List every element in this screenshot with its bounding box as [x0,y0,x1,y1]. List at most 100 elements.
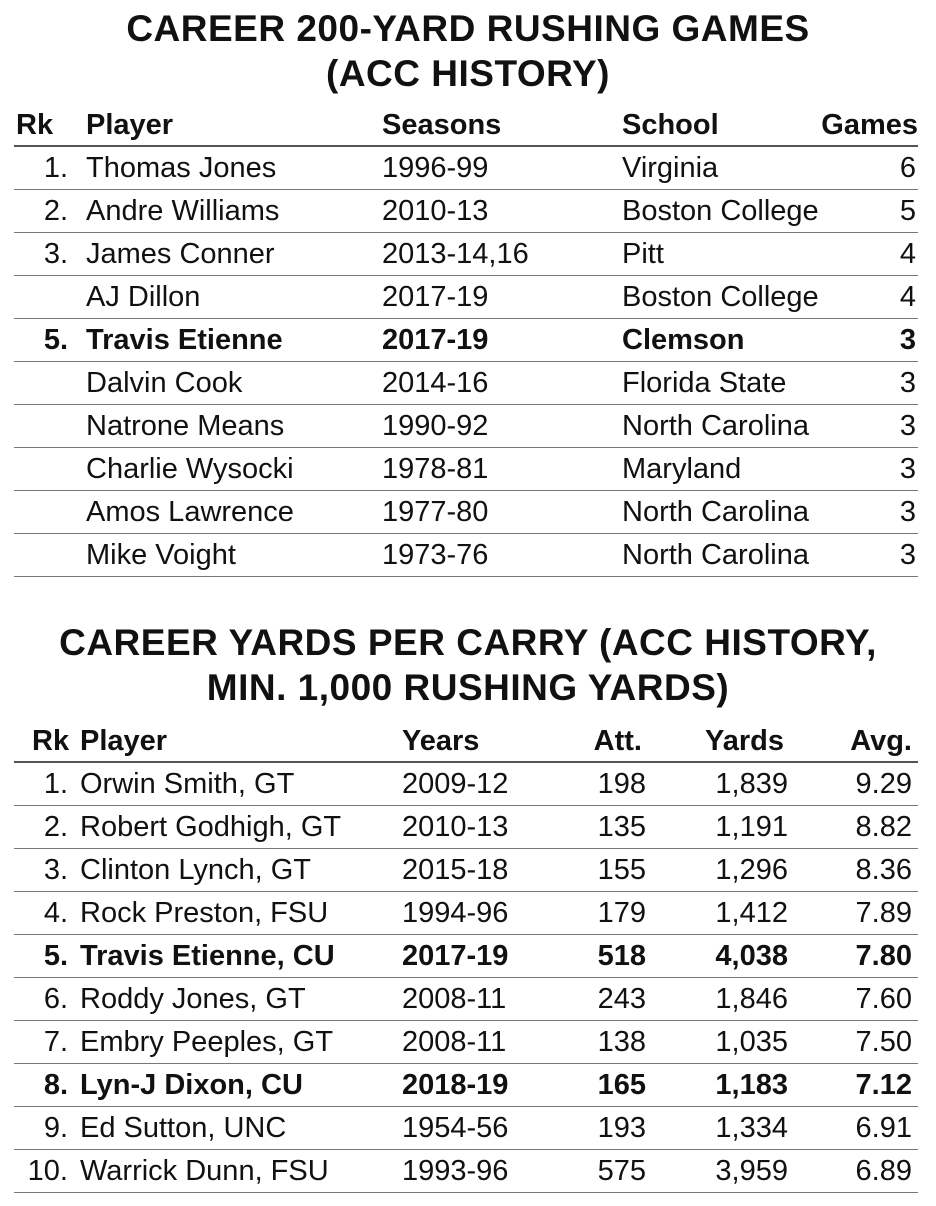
years-cell: 2018-19 [402,1069,509,1101]
school-cell: Florida State [622,367,787,399]
header-games: Games [821,109,918,141]
years-cell: 1954-56 [402,1112,509,1144]
header-seasons: Seasons [382,109,502,141]
table2-title: CAREER YARDS PER CARRY (ACC HISTORY, MIN… [0,620,936,710]
header-school: School [622,109,719,141]
header-player: Player [86,109,174,141]
player-cell: Dalvin Cook [86,367,243,399]
rank-cell: 8. [43,1069,68,1101]
table-row: 8. Lyn-J Dixon, CU 2018-19 165 1,183 7.12 [14,1064,918,1107]
rank-cell: 6. [43,983,68,1015]
att-cell: 518 [597,940,646,972]
player-cell: Embry Peeples, GT [80,1026,334,1058]
table-row: Mike Voight 1973-76 North Carolina 3 [14,534,918,577]
yards-cell: 1,191 [715,811,788,843]
header-att: Att. [593,725,642,757]
rank-cell: 2. [43,811,68,843]
games-cell: 6 [899,152,916,184]
yards-cell: 1,334 [715,1112,788,1144]
table-row: Natrone Means 1990-92 North Carolina 3 [14,405,918,448]
yards-cell: 1,183 [715,1069,788,1101]
yards-cell: 4,038 [715,940,788,972]
att-cell: 135 [597,811,646,843]
player-cell: Thomas Jones [86,152,277,184]
player-cell: Lyn-J Dixon, CU [80,1069,303,1101]
table2-title-line1: CAREER YARDS PER CARRY (ACC HISTORY, [59,622,877,663]
school-cell: North Carolina [622,410,809,442]
years-cell: 1994-96 [402,897,509,929]
yards-cell: 1,035 [715,1026,788,1058]
school-cell: Maryland [622,453,742,485]
yards-per-carry-table: Rk Player Years Att. Yards Avg. 1. Orwin … [14,720,918,1193]
avg-cell: 7.89 [855,897,912,929]
games-cell: 3 [899,324,916,356]
player-cell: AJ Dillon [86,281,201,313]
player-cell: Natrone Means [86,410,285,442]
avg-cell: 7.60 [855,983,912,1015]
att-cell: 165 [597,1069,646,1101]
school-cell: Boston College [622,281,819,313]
games-cell: 4 [899,238,916,270]
player-cell: Robert Godhigh, GT [80,811,342,843]
rank-cell: 1. [43,768,68,800]
table-row: 2. Andre Williams 2010-13 Boston College 5 [14,190,918,233]
table-row: 5. Travis Etienne, CU 2017-19 518 4,038 7.80 [14,935,918,978]
years-cell: 2010-13 [402,811,509,843]
player-cell: Charlie Wysocki [86,453,294,485]
yards-cell: 1,839 [715,768,788,800]
table-row: Dalvin Cook 2014-16 Florida State 3 [14,362,918,405]
school-cell: Boston College [622,195,819,227]
table1-title-line1: CAREER 200-YARD RUSHING GAMES [126,8,810,49]
avg-cell: 7.80 [855,940,912,972]
table-row: Charlie Wysocki 1978-81 Maryland 3 [14,448,918,491]
seasons-cell: 2014-16 [382,367,489,399]
att-cell: 193 [597,1112,646,1144]
avg-cell: 7.12 [855,1069,912,1101]
header-years: Years [402,725,480,757]
rank-cell: 3. [43,238,68,270]
avg-cell: 7.50 [855,1026,912,1058]
player-cell: Roddy Jones, GT [80,983,306,1015]
player-cell: Travis Etienne, CU [80,940,335,972]
years-cell: 2015-18 [402,854,509,886]
player-cell: Amos Lawrence [86,496,294,528]
player-cell: Warrick Dunn, FSU [80,1155,329,1187]
years-cell: 2017-19 [402,940,509,972]
yards-cell: 1,296 [715,854,788,886]
school-cell: Virginia [622,152,719,184]
rank-cell: 5. [43,940,68,972]
avg-cell: 6.89 [855,1155,912,1187]
games-cell: 3 [899,539,916,571]
header-rk: Rk [16,109,54,141]
table2-header-row: Rk Player Years Att. Yards Avg. [14,720,918,763]
games-cell: 4 [899,281,916,313]
rank-cell: 7. [43,1026,68,1058]
avg-cell: 8.36 [855,854,912,886]
player-cell: Mike Voight [86,539,236,571]
table-row: 4. Rock Preston, FSU 1994-96 179 1,412 7.89 [14,892,918,935]
rank-cell: 3. [43,854,68,886]
table-row: 10. Warrick Dunn, FSU 1993-96 575 3,959 6.89 [14,1150,918,1193]
table-row: 6. Roddy Jones, GT 2008-11 243 1,846 7.60 [14,978,918,1021]
att-cell: 243 [597,983,646,1015]
years-cell: 2008-11 [402,983,507,1015]
seasons-cell: 1996-99 [382,152,489,184]
seasons-cell: 1977-80 [382,496,489,528]
player-cell: Andre Williams [86,195,280,227]
school-cell: Pitt [622,238,664,270]
table1-title-line2: (ACC HISTORY) [326,53,610,94]
table-row: 3. Clinton Lynch, GT 2015-18 155 1,296 8.36 [14,849,918,892]
avg-cell: 9.29 [855,768,912,800]
yards-cell: 1,412 [715,897,788,929]
player-cell: Clinton Lynch, GT [80,854,312,886]
seasons-cell: 1973-76 [382,539,489,571]
avg-cell: 6.91 [855,1112,912,1144]
rank-cell: 1. [43,152,68,184]
player-cell: James Conner [86,238,275,270]
table-row: 7. Embry Peeples, GT 2008-11 138 1,035 7.50 [14,1021,918,1064]
table1-title: CAREER 200-YARD RUSHING GAMES (ACC HISTO… [0,6,936,96]
att-cell: 155 [597,854,646,886]
rushing-games-table: Rk Player Seasons School Games 1. Thomas … [14,104,918,577]
player-cell: Rock Preston, FSU [80,897,329,929]
table-row: 3. James Conner 2013-14,16 Pitt 4 [14,233,918,276]
